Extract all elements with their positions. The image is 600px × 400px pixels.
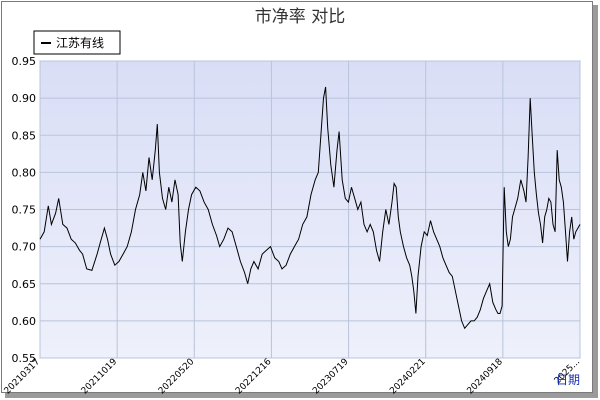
legend: 江苏有线 [33, 30, 121, 55]
chart-title: 市净率 对比 [255, 7, 345, 27]
gridlines [39, 60, 581, 359]
y-tick-label: 0.80 [12, 166, 37, 179]
x-axis-label: 日期 [556, 373, 580, 387]
series-line [39, 86, 581, 330]
y-axis: 0.55 0.60 0.65 0.70 0.75 0.80 0.85 0.90 0.95 [12, 55, 37, 365]
y-tick-label: 0.70 [12, 241, 37, 254]
legend-box [33, 30, 121, 55]
outer-border [1, 1, 593, 393]
y-tick-label: 0.90 [12, 92, 37, 105]
y-tick-label: 0.65 [12, 278, 37, 291]
y-tick-label: 0.85 [12, 129, 37, 142]
legend-label: 江苏有线 [56, 36, 104, 50]
y-tick-label: 0.55 [12, 352, 37, 365]
outer-shadow-right [593, 5, 598, 396]
y-tick-label: 0.95 [12, 55, 37, 68]
y-tick-label: 0.75 [12, 204, 37, 217]
y-tick-label: 0.60 [12, 315, 37, 328]
outer-shadow-bottom [5, 393, 598, 398]
